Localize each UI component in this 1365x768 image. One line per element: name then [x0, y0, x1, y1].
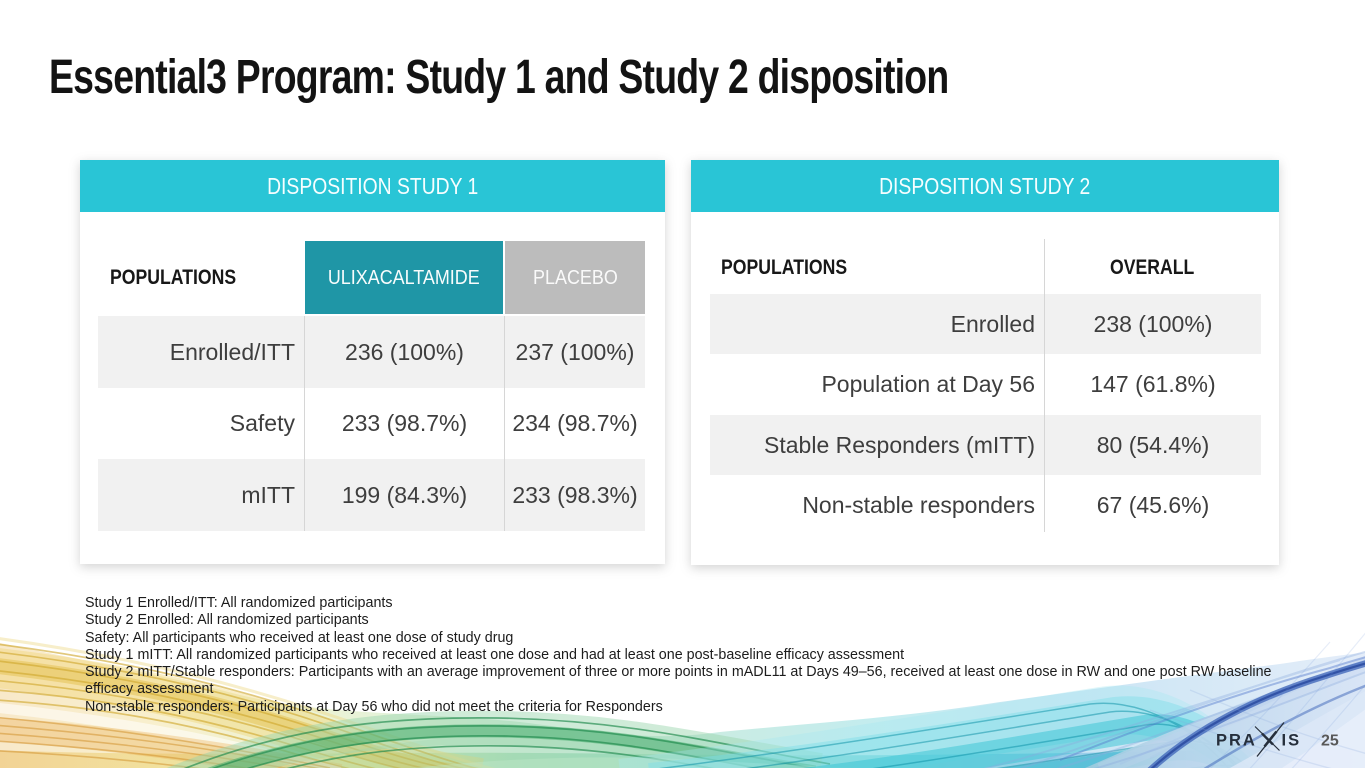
svg-text:IS: IS: [1282, 731, 1302, 749]
svg-text:25: 25: [1321, 733, 1339, 750]
svg-text:PRA: PRA: [1216, 731, 1257, 749]
